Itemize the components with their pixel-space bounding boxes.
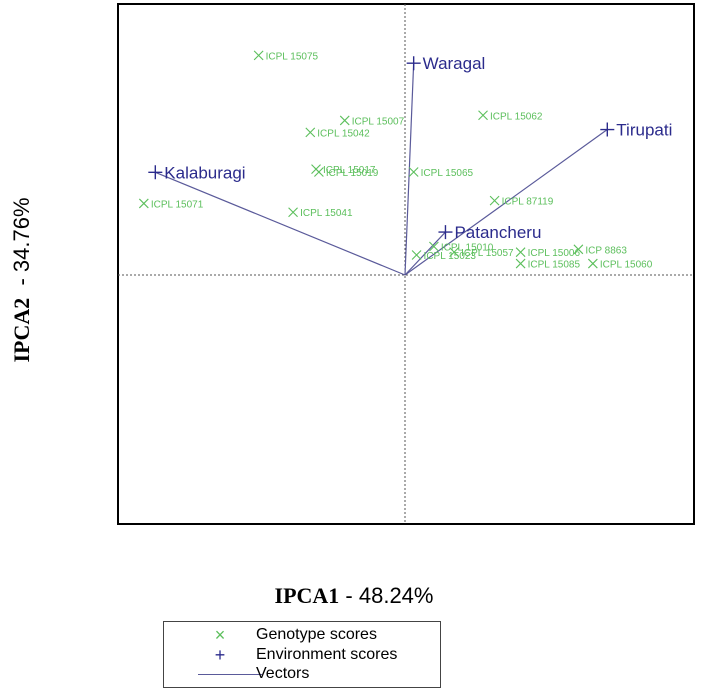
environment-label: Waragal xyxy=(423,54,486,73)
genotype-label: ICPL 15019 xyxy=(326,168,379,179)
genotype-label: ICPL 15007 xyxy=(352,116,405,127)
genotype-label: ICPL 87119 xyxy=(502,197,554,208)
genotype-point xyxy=(515,258,526,269)
genotype-label: ICPL 15017 xyxy=(323,165,376,176)
environment-label: Patancheru xyxy=(454,223,541,242)
genotype-point xyxy=(429,241,439,252)
genotype-label: ICPL 15006 xyxy=(528,248,581,259)
genotype-label: ICP 8863 xyxy=(585,245,627,256)
environment-point xyxy=(148,165,163,180)
environment-point xyxy=(600,122,615,137)
genotype-point xyxy=(408,167,419,177)
legend-item-genotype: × Genotype scores xyxy=(164,625,440,645)
genotype-point xyxy=(449,247,460,257)
y-axis-label-bold: IPCA2 xyxy=(9,297,34,363)
vector-line xyxy=(404,231,446,276)
vector-line xyxy=(404,63,415,276)
legend-label-genotype: Genotype scores xyxy=(256,626,377,643)
environment-label: Tirupati xyxy=(616,121,672,140)
genotype-label: ICPL 15041 xyxy=(300,208,353,219)
genotype-point xyxy=(339,115,350,126)
genotype-point xyxy=(411,250,422,260)
x-axis-label-bold: IPCA1 xyxy=(274,583,340,608)
genotype-point xyxy=(515,247,526,258)
genotype-label: ICPL 15075 xyxy=(266,51,319,62)
genotype-label: ICPL 15065 xyxy=(421,168,474,179)
x-axis-label-value: - 48.24% xyxy=(345,583,434,608)
plot-area: ICPL 15075 ICPL 15062 ICPL 15042 ICPL 15041… xyxy=(117,3,695,525)
vector-line-icon xyxy=(198,674,262,675)
genotype-point xyxy=(573,244,584,255)
environment-point xyxy=(406,56,421,71)
genotype-point xyxy=(587,258,598,269)
genotype-point xyxy=(305,127,316,138)
vector-line xyxy=(404,129,608,276)
y-axis-label-value: - 34.76% xyxy=(9,197,34,286)
legend-label-vectors: Vectors xyxy=(256,665,310,682)
genotype-point xyxy=(489,195,500,206)
genotype-label: ICPL 15060 xyxy=(600,260,653,271)
y-axis-label-text: IPCA2 - 34.76% xyxy=(9,197,35,362)
genotype-point xyxy=(311,164,321,174)
legend-item-environment: + Environment scores xyxy=(164,645,440,665)
genotype-label: ICPL 15062 xyxy=(490,111,543,122)
vector-line xyxy=(155,171,406,276)
genotype-label: ICPL 15042 xyxy=(317,128,370,139)
environment-label: Kalaburagi xyxy=(164,163,245,182)
environment-marker-icon: + xyxy=(214,645,226,665)
environment-point xyxy=(438,225,453,240)
genotype-point xyxy=(288,207,298,218)
legend: × Genotype scores + Environment scores V… xyxy=(163,621,441,688)
genotype-label: ICPL 15085 xyxy=(528,260,581,271)
genotype-point xyxy=(478,110,488,121)
plot-frame xyxy=(117,3,695,525)
genotype-point xyxy=(138,198,149,209)
legend-label-environment: Environment scores xyxy=(256,646,398,663)
genotype-point xyxy=(253,50,264,61)
genotype-label: ICPL 15010 xyxy=(441,242,494,253)
genotype-marker-icon: × xyxy=(214,625,226,645)
genotype-label: ICPL 15057 xyxy=(461,248,514,259)
x-axis-label: IPCA1 - 48.24% xyxy=(0,583,708,609)
legend-item-vectors: Vectors xyxy=(164,664,440,684)
genotype-label: ICPL 15071 xyxy=(151,199,204,210)
